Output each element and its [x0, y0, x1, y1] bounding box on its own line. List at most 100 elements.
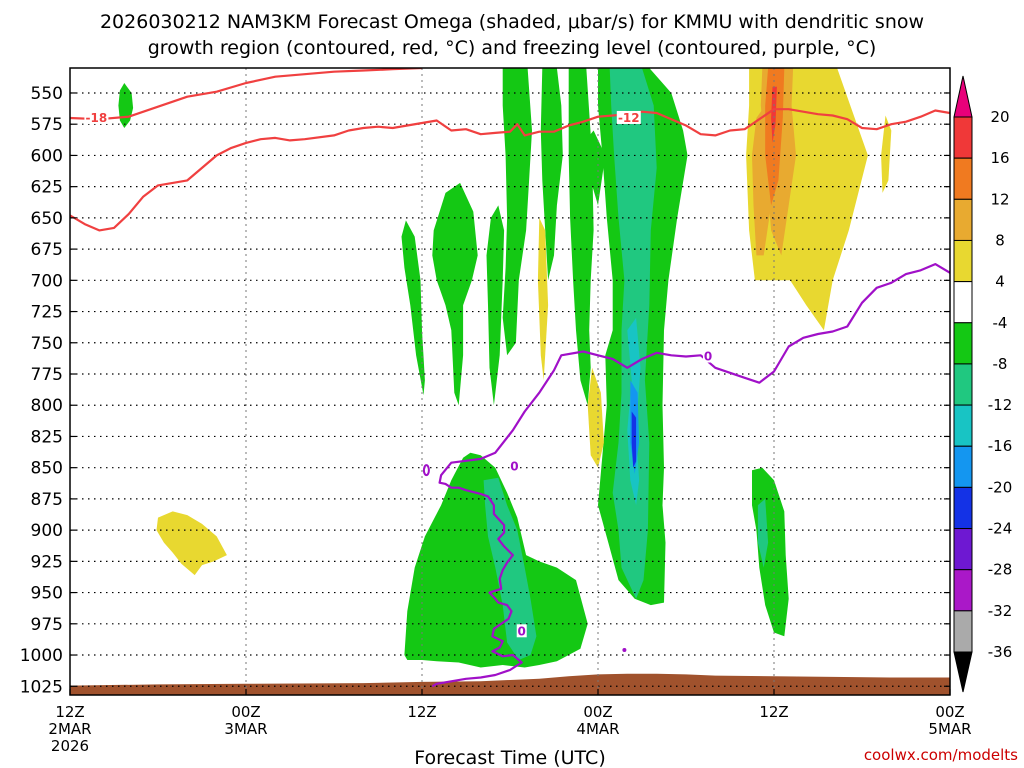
colorbar-label-2: 12 [990, 190, 1009, 208]
grid-lines [70, 68, 950, 695]
dgz-upper-label-bg [84, 110, 109, 124]
colorbar-top-triangle [953, 75, 973, 118]
x-tick-label-4-0: 12Z [759, 703, 788, 721]
chart-title-line-2: growth region (contoured, red, °C) and f… [148, 37, 877, 59]
freezing-level-small-loop [422, 464, 430, 477]
omega-region-6 [540, 68, 563, 281]
colorbar-label-13: -36 [988, 643, 1013, 661]
colorbar-label-4: 4 [995, 273, 1005, 291]
colorbar-bin-6 [953, 322, 973, 365]
chart-title-line-1: 2026030212 NAM3KM Forecast Omega (shaded… [100, 11, 924, 33]
x-tick-label-0-1: 2MAR [48, 720, 91, 738]
omega-region-14 [757, 498, 769, 568]
dgz-minus12-contour [70, 108, 950, 232]
colorbar-bin-3 [953, 198, 973, 241]
colorbar-label-0: 20 [990, 108, 1009, 126]
colorbar-bin-11 [953, 528, 973, 571]
omega-region-24 [765, 68, 785, 206]
y-tick-label-600: 600 [31, 146, 63, 166]
plot-area: -18 -12 0 0 0 [69, 67, 951, 696]
x-tick-label-2-0: 12Z [407, 703, 436, 721]
omega-region-2 [401, 220, 425, 396]
omega-region-25 [771, 86, 777, 143]
y-tick-label-1025: 1025 [20, 677, 63, 697]
y-tick-label-825: 825 [31, 427, 63, 447]
freezing-label-c: 0 [518, 624, 526, 638]
terrain-fill [70, 673, 950, 695]
y-tick-label-975: 975 [31, 615, 63, 635]
colorbar-label-5: -4 [993, 314, 1008, 332]
y-tick-label-950: 950 [31, 584, 63, 604]
colorbar: 20 16 12 8 4 -4 -8 -12 -16 -20 -24 -28 -32 -36 [953, 75, 1013, 693]
colorbar-bin-4 [953, 239, 973, 283]
colorbar-bin-5 [953, 281, 973, 324]
y-tick-label-1000: 1000 [20, 646, 63, 666]
freezing-label-b: 0 [510, 459, 518, 473]
colorbar-label-6: -8 [993, 355, 1008, 373]
dgz-minus18-contour [70, 68, 423, 121]
freezing-label-c-bg [516, 624, 527, 638]
colorbar-bin-10 [953, 486, 973, 530]
y-axis: 550 575 600 625 650 675 700 725 750 775 800 825 850 8… [20, 84, 950, 697]
x-tick-label-3-0: 00Z [583, 703, 612, 721]
dgz-upper-label: -18 [86, 111, 108, 125]
y-tick-label-900: 900 [31, 521, 63, 541]
colorbar-bin-2 [953, 157, 973, 200]
omega-region-17 [583, 130, 606, 206]
y-tick-label-850: 850 [31, 459, 63, 479]
omega-region-3 [432, 182, 478, 406]
dgz-lower-label: -12 [618, 111, 640, 125]
omega-region-19 [537, 217, 549, 381]
x-tick-label-5-1: 5MAR [928, 720, 971, 738]
y-tick-label-750: 750 [31, 334, 63, 354]
colorbar-label-1: 16 [990, 149, 1009, 167]
colorbar-label-8: -16 [988, 437, 1013, 455]
omega-region-1 [156, 511, 227, 576]
x-tick-label-1-0: 00Z [231, 703, 260, 721]
colorbar-bin-8 [953, 404, 973, 447]
y-tick-label-675: 675 [31, 240, 63, 260]
colorbar-label-7: -12 [988, 396, 1013, 414]
dgz-lower-label-bg [616, 110, 641, 124]
colorbar-bin-13 [953, 610, 973, 653]
colorbar-label-9: -20 [988, 478, 1013, 496]
colorbar-bottom-triangle [953, 651, 973, 693]
credit-label: coolwx.com/modelts [864, 746, 1018, 764]
omega-region-5 [502, 68, 532, 356]
colorbar-label-10: -24 [988, 520, 1013, 538]
y-tick-label-550: 550 [31, 84, 63, 104]
freezing-level-contour [431, 263, 950, 688]
colorbar-bin-12 [953, 569, 973, 612]
omega-region-4 [486, 205, 505, 406]
freezing-label-a-bg [703, 349, 713, 363]
x-tick-label-0-0: 12Z [55, 703, 84, 721]
y-tick-label-700: 700 [31, 271, 63, 291]
y-tick-label-800: 800 [31, 396, 63, 416]
colorbar-bin-7 [953, 363, 973, 406]
omega-region-26 [881, 115, 892, 193]
y-tick-label-875: 875 [31, 490, 63, 510]
x-tick-label-0-2: 2026 [51, 737, 89, 755]
x-tick-label-3-1: 4MAR [576, 720, 619, 738]
colorbar-bin-1 [953, 116, 973, 159]
y-tick-label-575: 575 [31, 115, 63, 135]
colorbar-bin-9 [953, 445, 973, 488]
y-tick-label-925: 925 [31, 552, 63, 572]
x-tick-label-1-1: 3MAR [224, 720, 267, 738]
contour-lines: -18 -12 0 0 0 [70, 68, 950, 688]
freezing-label-a: 0 [704, 350, 712, 364]
y-tick-label-650: 650 [31, 209, 63, 229]
omega-shading [118, 68, 892, 668]
plot-frame [69, 67, 951, 696]
x-axis-title: Forecast Time (UTC) [414, 747, 605, 768]
y-tick-label-775: 775 [31, 365, 63, 385]
omega-region-12 [631, 411, 637, 468]
x-tick-label-5-0: 00Z [935, 703, 964, 721]
colorbar-label-12: -32 [988, 602, 1013, 620]
colorbar-label-3: 8 [995, 231, 1005, 249]
freezing-level-dot [622, 648, 627, 653]
y-tick-label-625: 625 [31, 178, 63, 198]
colorbar-label-11: -28 [988, 561, 1013, 579]
